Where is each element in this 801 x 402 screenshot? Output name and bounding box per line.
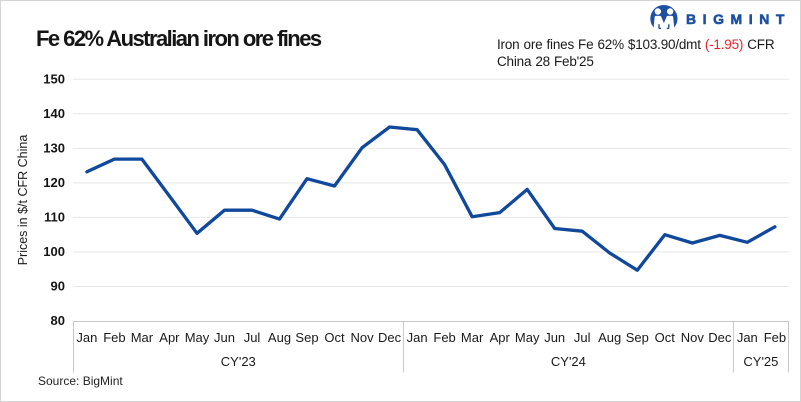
svg-text:CY'24: CY'24 xyxy=(551,354,586,369)
svg-text:Sep: Sep xyxy=(295,330,318,345)
svg-text:140: 140 xyxy=(43,106,65,121)
svg-text:Oct: Oct xyxy=(324,330,345,345)
svg-text:90: 90 xyxy=(51,279,65,294)
svg-text:Oct: Oct xyxy=(655,330,676,345)
svg-text:80: 80 xyxy=(51,313,65,328)
svg-text:Dec: Dec xyxy=(378,330,402,345)
svg-text:May: May xyxy=(515,330,540,345)
svg-text:120: 120 xyxy=(43,175,65,190)
svg-text:CY'23: CY'23 xyxy=(221,354,256,369)
svg-text:Mar: Mar xyxy=(131,330,154,345)
svg-text:Jun: Jun xyxy=(214,330,235,345)
svg-text:Jul: Jul xyxy=(574,330,591,345)
svg-text:Aug: Aug xyxy=(268,330,291,345)
svg-text:Apr: Apr xyxy=(159,330,180,345)
svg-text:Dec: Dec xyxy=(708,330,732,345)
svg-text:Prices in $/t CFR China: Prices in $/t CFR China xyxy=(16,135,30,266)
svg-text:Mar: Mar xyxy=(461,330,484,345)
svg-text:150: 150 xyxy=(43,71,65,86)
svg-text:CY'25: CY'25 xyxy=(743,354,778,369)
svg-text:Jun: Jun xyxy=(544,330,565,345)
svg-text:Sep: Sep xyxy=(626,330,649,345)
svg-text:Feb: Feb xyxy=(103,330,125,345)
svg-text:Nov: Nov xyxy=(351,330,375,345)
svg-text:100: 100 xyxy=(43,244,65,259)
svg-text:Jan: Jan xyxy=(76,330,97,345)
svg-text:Jul: Jul xyxy=(244,330,261,345)
svg-text:Aug: Aug xyxy=(598,330,621,345)
svg-text:May: May xyxy=(185,330,210,345)
svg-text:Feb: Feb xyxy=(764,330,786,345)
svg-text:Jan: Jan xyxy=(407,330,428,345)
svg-text:Apr: Apr xyxy=(490,330,511,345)
svg-text:Jan: Jan xyxy=(737,330,758,345)
svg-text:Feb: Feb xyxy=(433,330,455,345)
svg-text:130: 130 xyxy=(43,140,65,155)
svg-text:Nov: Nov xyxy=(681,330,705,345)
svg-text:110: 110 xyxy=(44,209,65,224)
